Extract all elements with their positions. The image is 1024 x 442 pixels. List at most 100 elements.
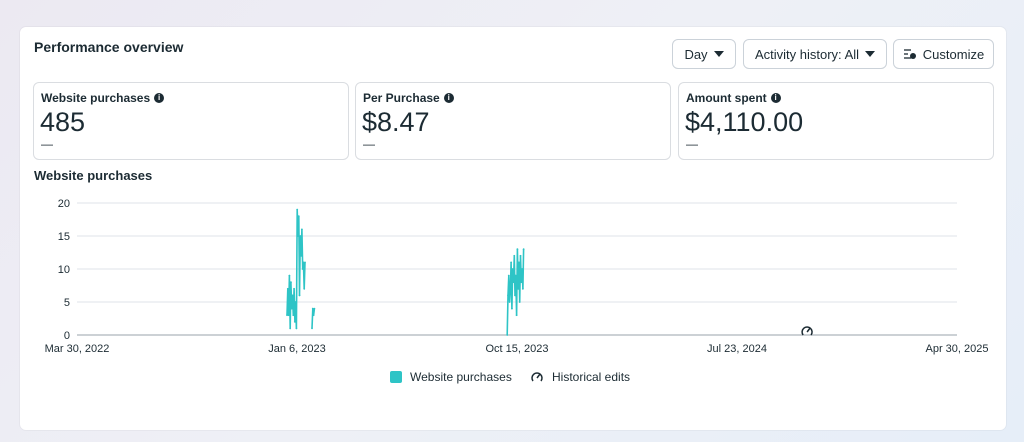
gauge-icon xyxy=(531,372,543,382)
customize-icon xyxy=(903,49,916,59)
day-dropdown[interactable]: Day xyxy=(672,39,736,69)
data-point xyxy=(311,327,313,330)
y-tick-label: 5 xyxy=(64,297,70,309)
x-tick-label: Jul 23, 2024 xyxy=(707,343,767,355)
data-point xyxy=(515,314,518,317)
data-point xyxy=(514,274,517,277)
data-point xyxy=(292,314,295,317)
metric-value: $4,110.00 xyxy=(685,107,804,137)
data-point xyxy=(297,235,299,237)
performance-overview-card: Performance overview Day Activity histor… xyxy=(20,27,1006,430)
data-point xyxy=(312,314,315,317)
data-point xyxy=(291,294,294,297)
data-point xyxy=(518,261,520,264)
day-dropdown-label: Day xyxy=(684,46,708,62)
data-point xyxy=(286,314,288,317)
activity-history-label: Activity history: All xyxy=(754,46,860,62)
chart-title: Website purchases xyxy=(34,168,153,183)
data-point xyxy=(311,307,314,310)
y-tick-label: 20 xyxy=(58,198,70,210)
data-point xyxy=(511,307,513,310)
data-point xyxy=(521,287,524,290)
data-point xyxy=(511,268,514,270)
caret-down-icon xyxy=(713,51,724,57)
data-point xyxy=(510,261,513,264)
legend-swatch xyxy=(390,371,402,383)
data-point xyxy=(507,274,510,277)
data-point xyxy=(290,281,292,284)
data-point xyxy=(296,208,299,211)
data-point xyxy=(513,254,516,257)
data-point xyxy=(508,301,511,303)
data-point xyxy=(297,215,300,218)
data-point xyxy=(521,268,523,270)
data-point xyxy=(293,320,296,323)
data-point xyxy=(298,294,301,297)
data-point xyxy=(299,235,302,237)
metric-label-row: Per Purchase i xyxy=(363,91,454,105)
metric-delta: — xyxy=(41,137,53,151)
data-point xyxy=(518,301,521,303)
series-line xyxy=(311,307,316,329)
data-point xyxy=(300,228,303,231)
data-point xyxy=(303,287,306,290)
legend-website-purchases[interactable]: Website purchases xyxy=(390,370,512,384)
y-tick-label: 10 xyxy=(58,264,70,276)
data-point xyxy=(313,307,316,310)
data-point xyxy=(516,248,519,251)
data-point xyxy=(286,287,289,290)
x-tick-label: Mar 30, 2022 xyxy=(45,343,110,355)
metric-label-row: Amount spent i xyxy=(686,91,781,105)
metric-value: $8.47 xyxy=(362,107,430,137)
data-point xyxy=(289,327,292,330)
y-tick-label: 15 xyxy=(58,231,70,243)
data-point xyxy=(304,261,306,264)
data-point xyxy=(522,248,525,251)
page-title: Performance overview xyxy=(34,39,184,55)
metric-delta: — xyxy=(686,137,698,151)
info-icon[interactable]: i xyxy=(154,93,165,103)
metric-label: Website purchases xyxy=(41,91,151,105)
metric-value: 485 xyxy=(40,107,86,137)
data-point xyxy=(294,301,297,303)
data-point xyxy=(302,261,305,264)
caret-down-icon xyxy=(865,51,876,57)
metric-label-row: Website purchases i xyxy=(41,91,165,105)
data-point xyxy=(288,274,291,277)
info-icon[interactable]: i xyxy=(443,93,454,103)
data-point xyxy=(293,287,295,290)
metric-label: Amount spent xyxy=(686,91,767,105)
legend-historical-edits[interactable]: Historical edits xyxy=(530,370,630,384)
data-point xyxy=(506,334,509,336)
data-point xyxy=(514,294,516,297)
series-line xyxy=(286,208,306,330)
website-purchases-chart: 0 5 10 15 20 Mar 30, 2022 Jan 6, 2023 Oct 15, 2… xyxy=(45,198,989,355)
metric-card-per-purchase[interactable]: Per Purchase i $8.47 — xyxy=(355,82,671,160)
data-point xyxy=(507,294,509,297)
metric-card-website-purchases[interactable]: Website purchases i 485 — xyxy=(33,82,349,160)
y-tick-label: 0 xyxy=(64,330,70,342)
data-point xyxy=(512,281,515,284)
legend-label: Website purchases xyxy=(410,370,512,384)
series-line xyxy=(506,248,525,336)
x-tick-label: Apr 30, 2025 xyxy=(926,343,989,355)
metric-card-amount-spent[interactable]: Amount spent i $4,110.00 — xyxy=(678,82,994,160)
legend-label: Historical edits xyxy=(552,370,631,384)
historical-edit-icon xyxy=(801,326,813,336)
x-tick-label: Jan 6, 2023 xyxy=(268,343,326,355)
metric-label: Per Purchase xyxy=(363,91,440,105)
data-point xyxy=(290,307,293,310)
data-point xyxy=(301,268,304,270)
data-point xyxy=(509,287,512,290)
data-point xyxy=(519,254,522,257)
data-point xyxy=(517,287,520,290)
data-point xyxy=(300,254,302,257)
activity-history-dropdown[interactable]: Activity history: All xyxy=(743,39,887,69)
data-point xyxy=(287,314,290,317)
data-point xyxy=(520,281,523,284)
metric-delta: — xyxy=(363,137,375,151)
info-icon[interactable]: i xyxy=(770,93,781,103)
customize-button[interactable]: Customize xyxy=(893,39,994,69)
data-point xyxy=(295,327,298,330)
x-tick-label: Oct 15, 2023 xyxy=(486,343,549,355)
